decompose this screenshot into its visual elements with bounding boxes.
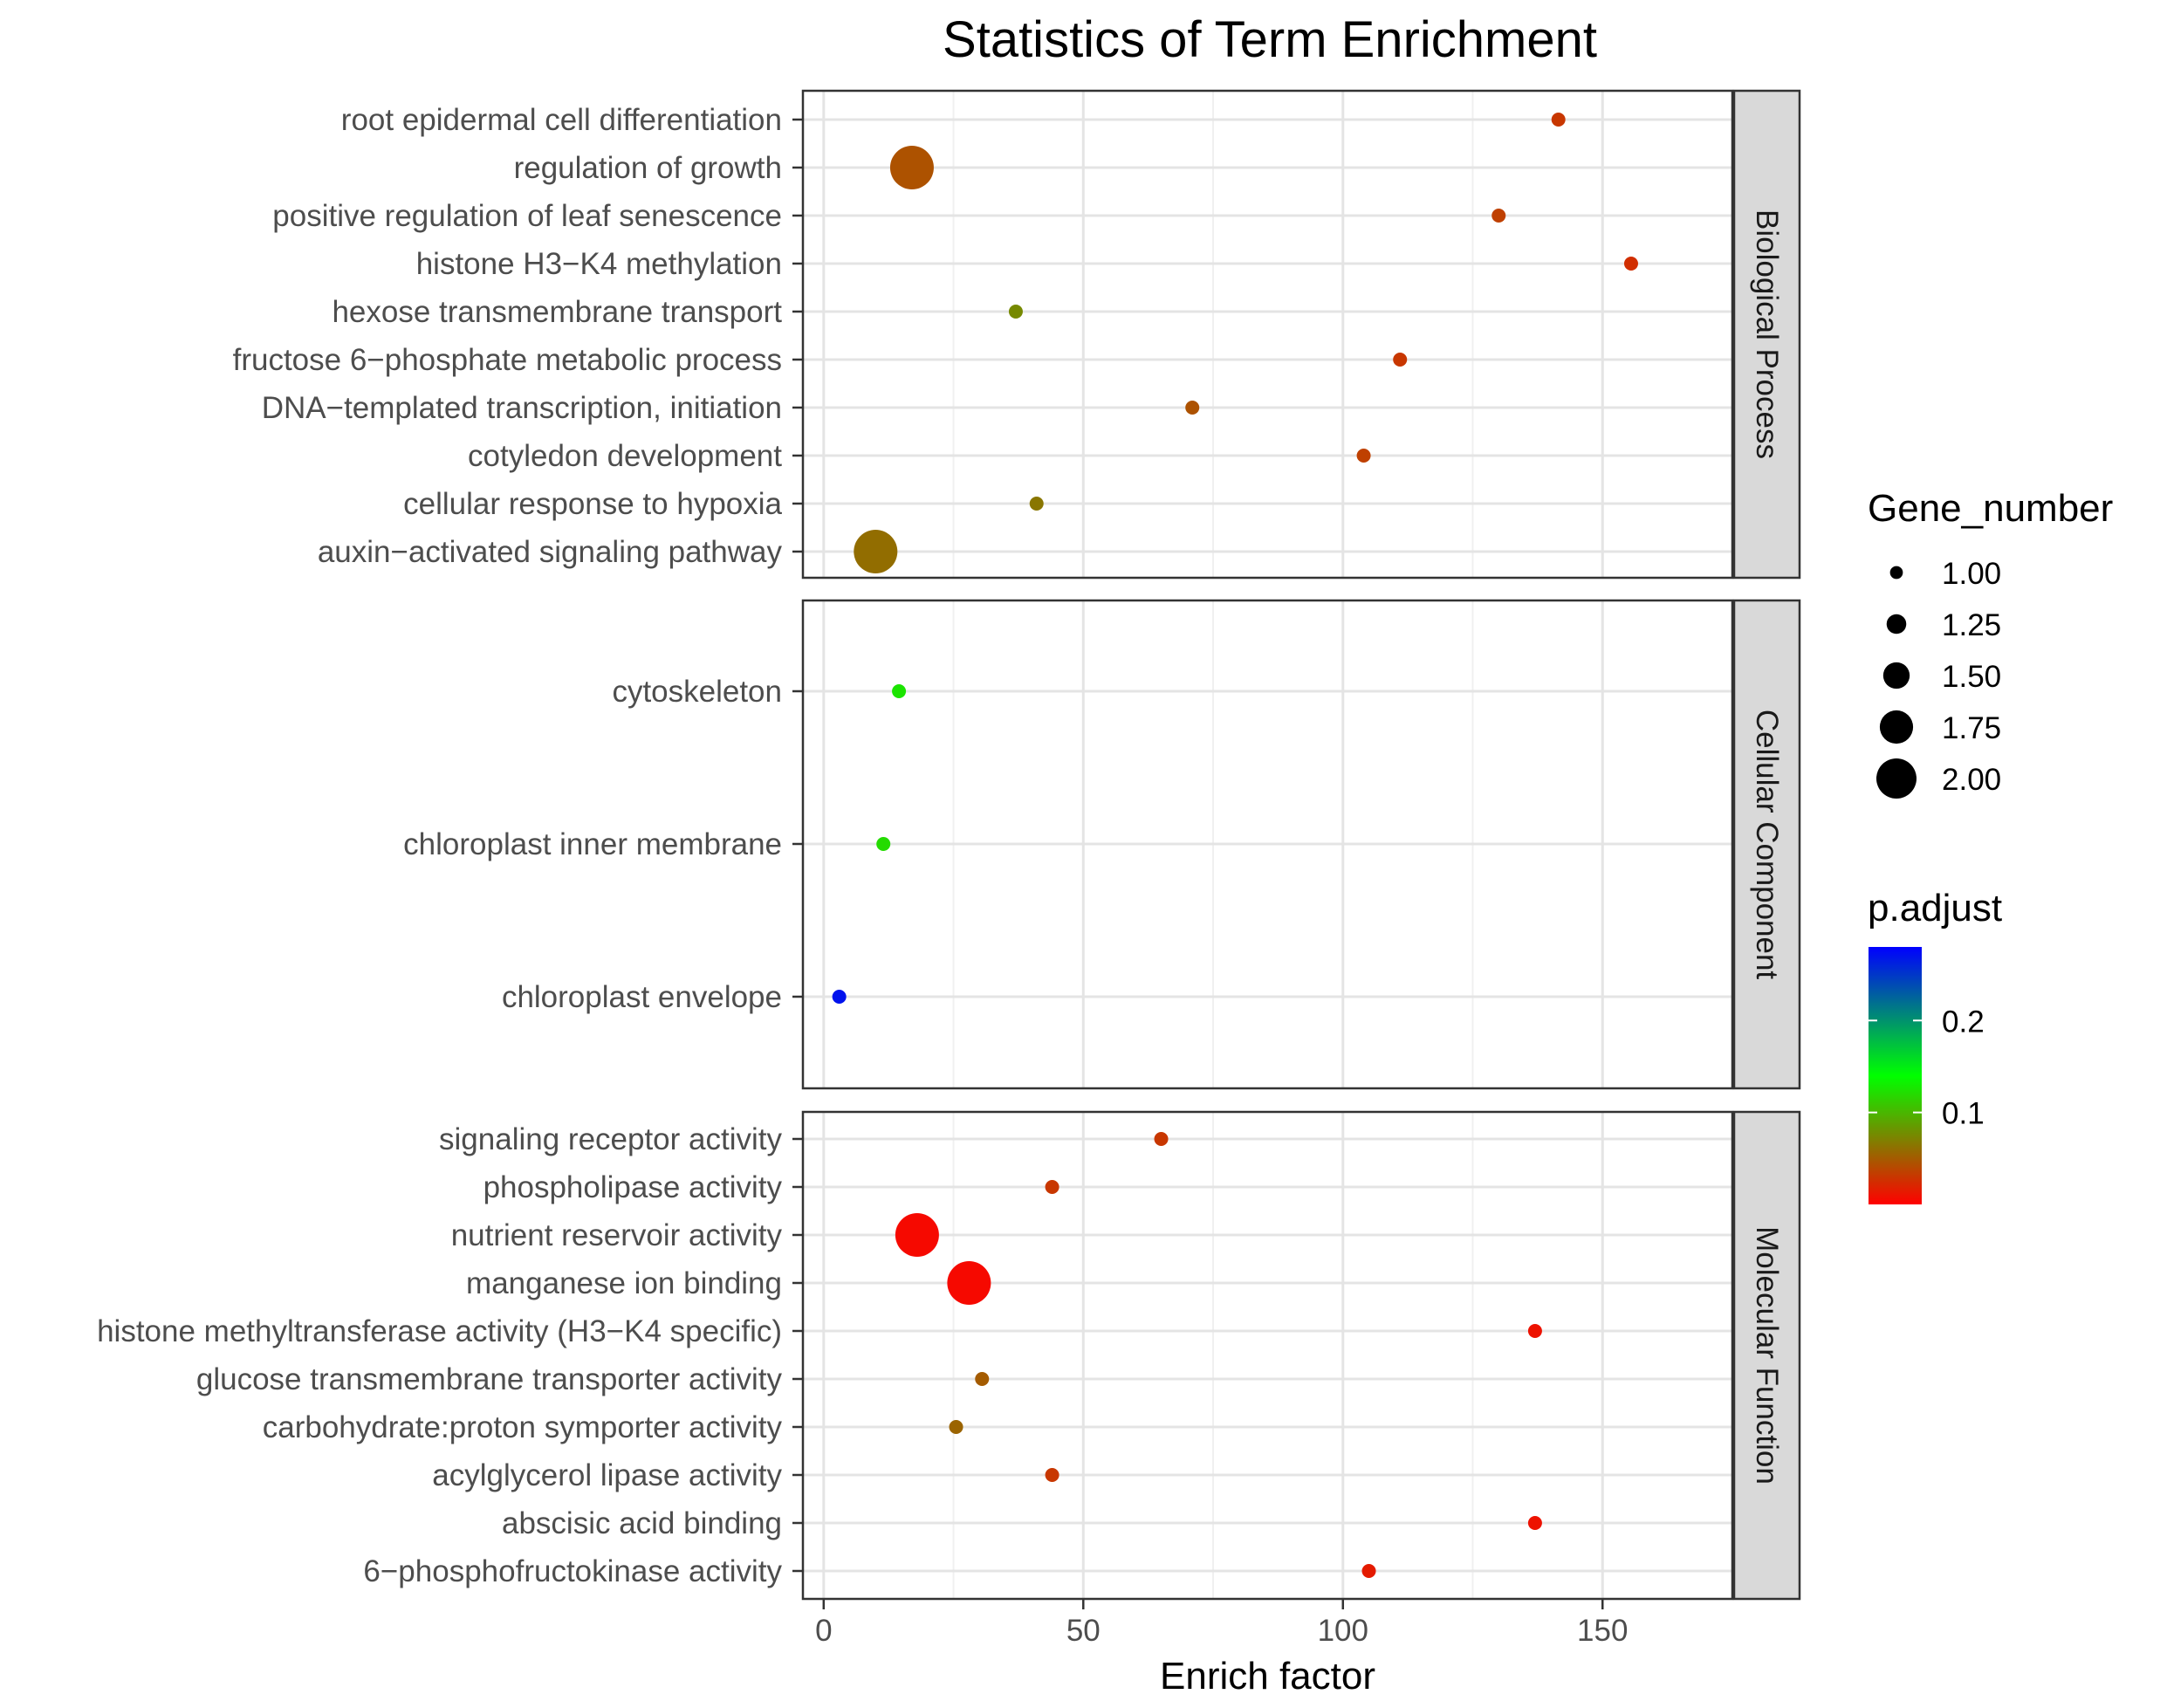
panel-border — [801, 599, 1734, 1090]
data-point — [1154, 1132, 1169, 1146]
y-tick-label: auxin−activated signaling pathway — [318, 535, 783, 569]
size-legend-key — [1889, 566, 1903, 580]
y-tick-label: phospholipase activity — [483, 1170, 783, 1204]
data-point — [1361, 1564, 1376, 1578]
x-axis-label: Enrich factor — [1160, 1655, 1375, 1698]
y-tick-label: signaling receptor activity — [439, 1122, 782, 1156]
y-tick-label: abscisic acid binding — [502, 1506, 782, 1540]
x-tick-label: 150 — [1577, 1614, 1628, 1648]
facet-strip — [1732, 89, 1801, 580]
y-tick-label: acylglycerol lipase activity — [432, 1458, 782, 1492]
facet-strip-label: Cellular Component — [1750, 710, 1784, 980]
y-tick-label: glucose transmembrane transporter activi… — [196, 1362, 783, 1396]
y-tick-label: nutrient reservoir activity — [451, 1218, 783, 1252]
data-point — [1551, 113, 1566, 127]
y-tick-label: cellular response to hypoxia — [403, 487, 782, 521]
panel-border — [801, 89, 1734, 580]
data-point — [1185, 401, 1200, 415]
data-point — [947, 1261, 991, 1305]
y-tick-label: carbohydrate:proton symporter activity — [263, 1410, 783, 1444]
x-tick-label: 0 — [815, 1614, 832, 1648]
x-tick-label: 100 — [1318, 1614, 1368, 1648]
facet-strip-label: Molecular Function — [1750, 1226, 1784, 1485]
color-legend-title: p.adjust — [1868, 887, 2002, 929]
data-point — [1527, 1516, 1542, 1530]
y-tick-label: cotyledon development — [468, 439, 782, 473]
y-tick-label: manganese ion binding — [466, 1266, 782, 1300]
panel-background — [803, 1112, 1732, 1599]
x-tick-label: 50 — [1066, 1614, 1101, 1648]
y-tick-label: 6−phosphofructokinase activity — [363, 1554, 782, 1588]
data-point — [876, 837, 891, 851]
facet-strip — [1732, 1110, 1801, 1601]
size-legend-key — [1882, 662, 1910, 689]
y-tick-label: positive regulation of leaf senescence — [272, 199, 782, 233]
y-tick-label: DNA−templated transcription, initiation — [262, 391, 782, 425]
y-tick-label: histone H3−K4 methylation — [416, 247, 782, 281]
data-point — [975, 1372, 990, 1386]
color-legend-bar — [1869, 947, 1922, 1204]
data-point — [892, 684, 907, 698]
size-legend-key — [1879, 710, 1914, 744]
data-point — [854, 530, 898, 573]
size-legend-title: Gene_number — [1868, 487, 2113, 530]
data-point — [1029, 497, 1044, 511]
size-legend-label: 1.50 — [1942, 660, 2001, 694]
data-point — [1393, 353, 1408, 367]
y-tick-label: regulation of growth — [514, 151, 782, 185]
data-point — [832, 990, 847, 1004]
y-tick-label: chloroplast inner membrane — [403, 827, 782, 861]
size-legend-label: 1.75 — [1942, 711, 2001, 745]
data-point — [1045, 1180, 1059, 1194]
y-tick-label: cytoskeleton — [612, 675, 782, 709]
facet-strip — [1732, 599, 1801, 1090]
y-tick-label: fructose 6−phosphate metabolic process — [233, 343, 782, 377]
data-point — [1623, 257, 1638, 271]
data-point — [1527, 1324, 1542, 1338]
color-legend-label: 0.2 — [1942, 1005, 1985, 1039]
y-tick-label: root epidermal cell differentiation — [341, 103, 782, 137]
size-legend-key — [1886, 614, 1907, 634]
data-point — [949, 1420, 963, 1434]
panel-background — [803, 91, 1732, 578]
y-tick-label: hexose transmembrane transport — [332, 295, 782, 329]
size-legend-label: 1.00 — [1942, 557, 2001, 591]
data-point — [1491, 209, 1506, 223]
data-point — [1356, 449, 1371, 463]
chart-title: Statistics of Term Enrichment — [943, 11, 1597, 68]
y-tick-label: histone methyltransferase activity (H3−K… — [97, 1314, 782, 1348]
size-legend-label: 2.00 — [1942, 763, 2001, 797]
data-point — [1045, 1468, 1059, 1482]
size-legend-key — [1876, 758, 1917, 799]
data-point — [895, 1213, 939, 1257]
color-legend-label: 0.1 — [1942, 1097, 1985, 1131]
data-point — [889, 146, 934, 189]
panel-border — [801, 1110, 1734, 1601]
facet-strip-label: Biological Process — [1750, 209, 1784, 459]
data-point — [1008, 305, 1023, 319]
size-legend-label: 1.25 — [1942, 608, 2001, 642]
y-tick-label: chloroplast envelope — [502, 980, 782, 1014]
